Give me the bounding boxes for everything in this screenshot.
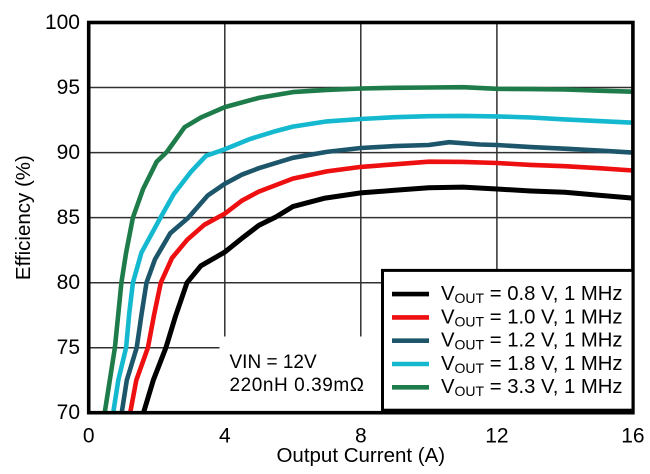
svg-text:75: 75 (57, 336, 80, 359)
svg-text:80: 80 (57, 271, 80, 294)
svg-text:VOUT = 3.3 V, 1 MHz: VOUT = 3.3 V, 1 MHz (441, 376, 623, 399)
svg-text:Output Current (A): Output Current (A) (276, 444, 445, 467)
svg-text:VOUT = 1.2 V, 1 MHz: VOUT = 1.2 V, 1 MHz (441, 330, 623, 353)
svg-text:12: 12 (485, 425, 508, 448)
svg-text:85: 85 (57, 206, 80, 229)
svg-text:Efficiency (%): Efficiency (%) (12, 155, 35, 280)
svg-text:VOUT = 1.0 V, 1 MHz: VOUT = 1.0 V, 1 MHz (441, 306, 623, 329)
svg-text:70: 70 (57, 401, 80, 424)
svg-text:100: 100 (45, 11, 80, 34)
svg-text:16: 16 (621, 425, 644, 448)
svg-text:0: 0 (83, 425, 95, 448)
svg-text:90: 90 (57, 141, 80, 164)
svg-text:VOUT = 0.8 V, 1 MHz: VOUT = 0.8 V, 1 MHz (441, 283, 623, 306)
svg-text:VOUT = 1.8 V, 1 MHz: VOUT = 1.8 V, 1 MHz (441, 353, 623, 376)
svg-text:VIN = 12V: VIN = 12V (230, 352, 317, 373)
svg-text:95: 95 (57, 76, 80, 99)
svg-text:220nH 0.39mΩ: 220nH 0.39mΩ (230, 375, 365, 396)
svg-text:4: 4 (219, 425, 231, 448)
svg-text:8: 8 (355, 425, 367, 448)
